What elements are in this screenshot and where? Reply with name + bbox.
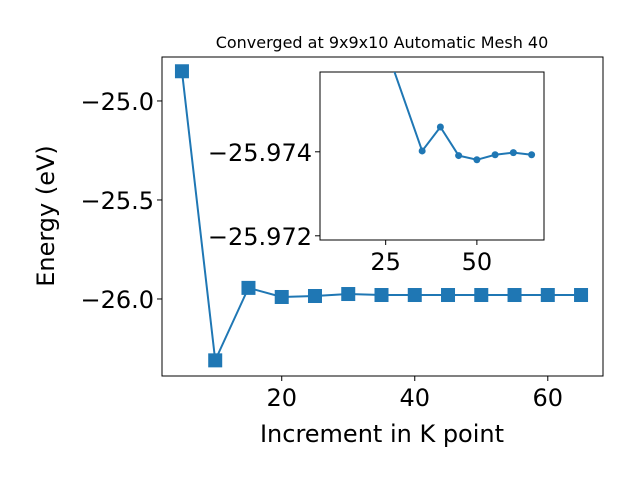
plot-area (319, 71, 545, 241)
marker (274, 289, 289, 304)
marker (473, 156, 481, 164)
y-axis-label: Energy (eV) (32, 145, 60, 287)
series (174, 64, 589, 368)
x-tick-label: 40 (399, 384, 430, 412)
y-tick-label: −25.972 (208, 223, 312, 251)
marker (241, 280, 256, 295)
y-tick-label: −25.0 (80, 88, 154, 116)
y-tick-label: −25.5 (80, 187, 154, 215)
series (393, 72, 536, 164)
marker (407, 288, 422, 303)
marker (507, 288, 522, 303)
marker (307, 289, 322, 304)
marker (441, 288, 456, 303)
marker (528, 151, 536, 159)
chart-title: Converged at 9x9x10 Automatic Mesh 40 (216, 33, 549, 52)
marker (341, 287, 356, 302)
marker (574, 288, 589, 303)
y-tick-label: −26.0 (80, 286, 154, 314)
marker (540, 288, 555, 303)
marker (436, 123, 444, 131)
marker (509, 149, 517, 157)
x-axis-label: Increment in K point (260, 420, 504, 448)
marker (455, 152, 463, 160)
marker (374, 288, 389, 303)
x-tick-label: 25 (370, 248, 401, 276)
marker (474, 288, 489, 303)
marker (491, 151, 499, 159)
x-tick-label: 60 (533, 384, 564, 412)
marker (174, 64, 189, 79)
x-tick-label: 50 (462, 248, 493, 276)
marker (208, 353, 223, 368)
marker (418, 147, 426, 155)
y-tick-label: −25.974 (208, 139, 312, 167)
x-tick-label: 20 (266, 384, 297, 412)
